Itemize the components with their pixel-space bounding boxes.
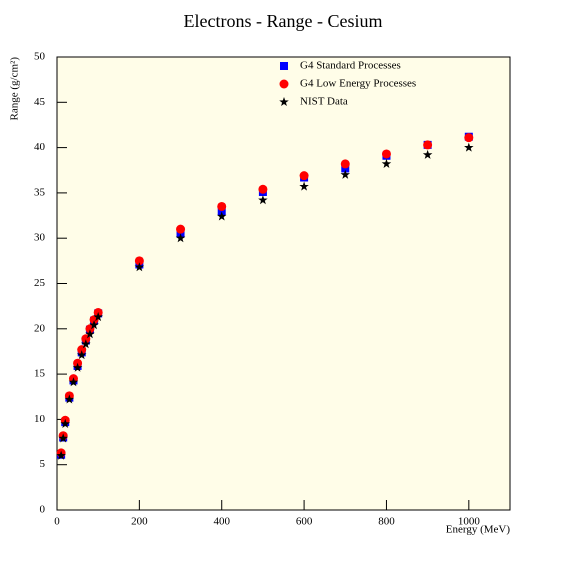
data-point [64, 394, 75, 404]
data-point [341, 164, 350, 173]
y-tick-label: 20 [34, 322, 46, 334]
y-axis-label: Range (g/cm²) [9, 57, 21, 121]
data-point [68, 377, 79, 387]
x-axis-label: Energy (MeV) [446, 524, 511, 536]
data-point [58, 433, 68, 443]
data-point [217, 207, 226, 216]
x-tick-label: 1000 [458, 516, 481, 528]
legend-marker [279, 79, 289, 89]
data-point [93, 312, 103, 322]
x-tick-label: 400 [213, 516, 230, 528]
data-point [216, 211, 227, 221]
data-point [423, 140, 433, 150]
y-tick-label: 5 [40, 458, 46, 470]
plot-area [56, 56, 511, 511]
data-point [464, 133, 474, 143]
y-tick-label: 25 [34, 277, 46, 289]
data-point [381, 158, 392, 168]
x-tick-label: 800 [378, 516, 395, 528]
chart-title: Electrons - Range - Cesium [184, 11, 383, 31]
y-tick-label: 40 [34, 141, 46, 153]
data-point [340, 169, 351, 179]
x-tick-label: 200 [131, 516, 148, 528]
data-point [89, 320, 99, 330]
data-point [381, 149, 391, 159]
data-point [60, 418, 70, 428]
data-point [258, 195, 268, 205]
y-tick-label: 15 [34, 368, 46, 380]
y-tick-label: 10 [34, 413, 46, 425]
y-tick-label: 45 [34, 96, 46, 108]
legend-marker [279, 97, 289, 107]
data-point [464, 142, 474, 152]
data-point [299, 181, 309, 191]
data-point [422, 149, 433, 159]
legend-label: G4 Low Energy Processes [300, 78, 416, 90]
data-point [85, 329, 95, 339]
legend-label: NIST Data [300, 96, 348, 108]
y-tick-label: 0 [40, 504, 46, 516]
y-tick-label: 30 [34, 232, 46, 244]
data-point [72, 362, 83, 372]
data-point [340, 159, 350, 169]
data-point [76, 350, 87, 360]
y-tick-label: 35 [34, 186, 46, 198]
x-tick-label: 600 [296, 516, 313, 528]
data-point [176, 224, 186, 234]
data-point [299, 171, 309, 181]
legend-label: G4 Standard Processes [300, 60, 401, 72]
data-point [175, 233, 186, 243]
data-point [217, 201, 227, 211]
data-point [258, 184, 268, 194]
data-point [56, 450, 66, 460]
x-tick-label: 0 [54, 516, 60, 528]
data-point [134, 256, 144, 266]
legend-marker [280, 62, 288, 70]
y-tick-label: 50 [34, 51, 46, 63]
data-point [134, 262, 145, 272]
data-point [81, 339, 91, 349]
